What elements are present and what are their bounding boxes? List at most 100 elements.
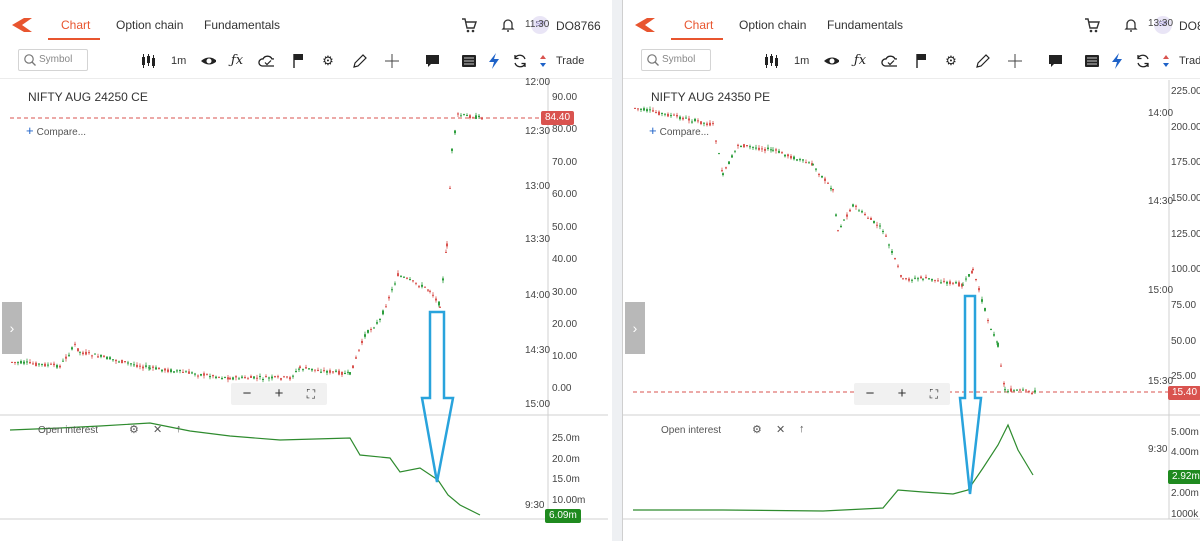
candle-body <box>1028 390 1030 392</box>
candle-body <box>268 377 270 379</box>
candle-body <box>460 115 462 117</box>
trade-icon <box>540 55 546 67</box>
book-icon[interactable] <box>461 53 477 69</box>
candle-body <box>415 282 417 284</box>
oi-close-icon[interactable]: ✕ <box>776 424 786 436</box>
cart-icon[interactable] <box>461 17 477 33</box>
candle-body <box>827 182 829 184</box>
gear-icon[interactable]: ⚙ <box>322 53 334 68</box>
candle-body <box>406 277 408 279</box>
time-axis-label: 15:30 <box>1148 376 1174 387</box>
interval-selector[interactable]: 1m <box>171 55 187 67</box>
side-expand-button[interactable]: › <box>625 302 645 354</box>
tab-chart[interactable]: Chart <box>684 18 714 32</box>
candle-body <box>88 352 90 354</box>
cart-icon[interactable] <box>1084 17 1100 33</box>
last-price-tag: 15.40 <box>1168 386 1200 400</box>
comment-icon[interactable] <box>425 53 441 69</box>
price-axis-label: 90.00 <box>552 92 578 103</box>
compare-button[interactable]: + Compare... <box>26 123 86 138</box>
candle-body <box>793 156 795 160</box>
price-axis-label: 70.00 <box>552 157 578 168</box>
crosshair-icon[interactable] <box>1007 53 1023 69</box>
candle-body <box>409 279 411 281</box>
flag-icon[interactable] <box>915 53 931 69</box>
avatar[interactable]: SP <box>1154 16 1172 34</box>
compare-button[interactable]: + Compare... <box>649 123 709 138</box>
avatar[interactable]: SP <box>531 16 549 34</box>
plus-icon: + <box>649 123 657 138</box>
crosshair-icon[interactable] <box>384 53 400 69</box>
bell-icon[interactable] <box>500 17 516 33</box>
book-icon[interactable] <box>1084 53 1100 69</box>
trade-button[interactable]: Trade <box>1179 55 1200 67</box>
gear-icon[interactable]: ⚙ <box>945 53 957 68</box>
lightning-icon[interactable] <box>1110 53 1126 69</box>
zoom-out-button[interactable]: − <box>865 385 875 402</box>
candle-body <box>902 278 904 280</box>
fullscreen-icon[interactable]: ⛶ <box>306 387 316 401</box>
candle-body <box>478 115 480 118</box>
candle-body <box>367 330 369 333</box>
candle-body <box>867 217 869 219</box>
candle-body <box>106 356 108 360</box>
fullscreen-icon[interactable]: ⛶ <box>929 387 939 401</box>
fx-icon[interactable]: ƒx <box>230 53 244 68</box>
candle-body <box>781 152 783 154</box>
eye-icon[interactable] <box>823 53 839 69</box>
zoom-out-button[interactable]: − <box>242 385 252 402</box>
candle-body <box>703 122 705 124</box>
candle-body <box>718 153 720 155</box>
zoom-in-button[interactable]: + <box>897 385 907 402</box>
tab-option-chain[interactable]: Option chain <box>116 18 184 32</box>
oi-settings-icon[interactable]: ⚙ <box>129 424 139 436</box>
trade-button[interactable]: Trade <box>556 55 585 67</box>
candles-icon[interactable] <box>140 53 156 69</box>
candle-body <box>82 352 84 355</box>
candle-body <box>50 363 52 365</box>
zoom-in-button[interactable]: + <box>274 385 284 402</box>
refresh-icon[interactable] <box>512 53 528 69</box>
candle-body <box>14 362 16 364</box>
candle-body <box>962 284 964 286</box>
lightning-icon[interactable] <box>487 53 503 69</box>
oi-arrow-up-icon[interactable]: ↑ <box>176 423 182 435</box>
candle-body <box>652 110 654 112</box>
candle-body <box>71 347 73 350</box>
candle-body <box>965 278 967 280</box>
candle-body <box>299 366 301 368</box>
symbol-search-input[interactable]: Symbol <box>641 49 711 71</box>
cloud-icon[interactable] <box>881 53 897 69</box>
candle-body <box>391 289 393 291</box>
oi-close-icon[interactable]: ✕ <box>153 424 163 436</box>
candle-body <box>905 278 907 280</box>
candles-icon[interactable] <box>763 53 779 69</box>
comment-icon[interactable] <box>1048 53 1064 69</box>
tab-fundamentals[interactable]: Fundamentals <box>204 18 281 32</box>
user-id[interactable]: DO8 <box>1179 19 1200 33</box>
side-expand-button[interactable]: › <box>2 302 22 354</box>
tab-fundamentals[interactable]: Fundamentals <box>827 18 904 32</box>
oi-arrow-up-icon[interactable]: ↑ <box>799 423 805 435</box>
candle-body <box>1010 388 1012 392</box>
candle-body <box>59 365 61 368</box>
right-price-chart[interactable] <box>623 0 1200 541</box>
candle-body <box>308 368 310 370</box>
fx-icon[interactable]: ƒx <box>853 53 867 68</box>
candle-body <box>454 130 456 134</box>
interval-selector[interactable]: 1m <box>794 55 810 67</box>
tab-chart[interactable]: Chart <box>61 18 91 32</box>
bell-icon[interactable] <box>1123 17 1139 33</box>
cloud-icon[interactable] <box>258 53 274 69</box>
pencil-icon[interactable] <box>975 53 991 69</box>
user-id[interactable]: DO8766 <box>556 19 601 33</box>
candle-body <box>412 280 414 282</box>
left-price-chart[interactable] <box>0 0 612 541</box>
pencil-icon[interactable] <box>352 53 368 69</box>
oi-settings-icon[interactable]: ⚙ <box>752 424 762 436</box>
eye-icon[interactable] <box>200 53 216 69</box>
tab-option-chain[interactable]: Option chain <box>739 18 807 32</box>
refresh-icon[interactable] <box>1135 53 1151 69</box>
flag-icon[interactable] <box>292 53 308 69</box>
symbol-search-input[interactable]: Symbol <box>18 49 88 71</box>
